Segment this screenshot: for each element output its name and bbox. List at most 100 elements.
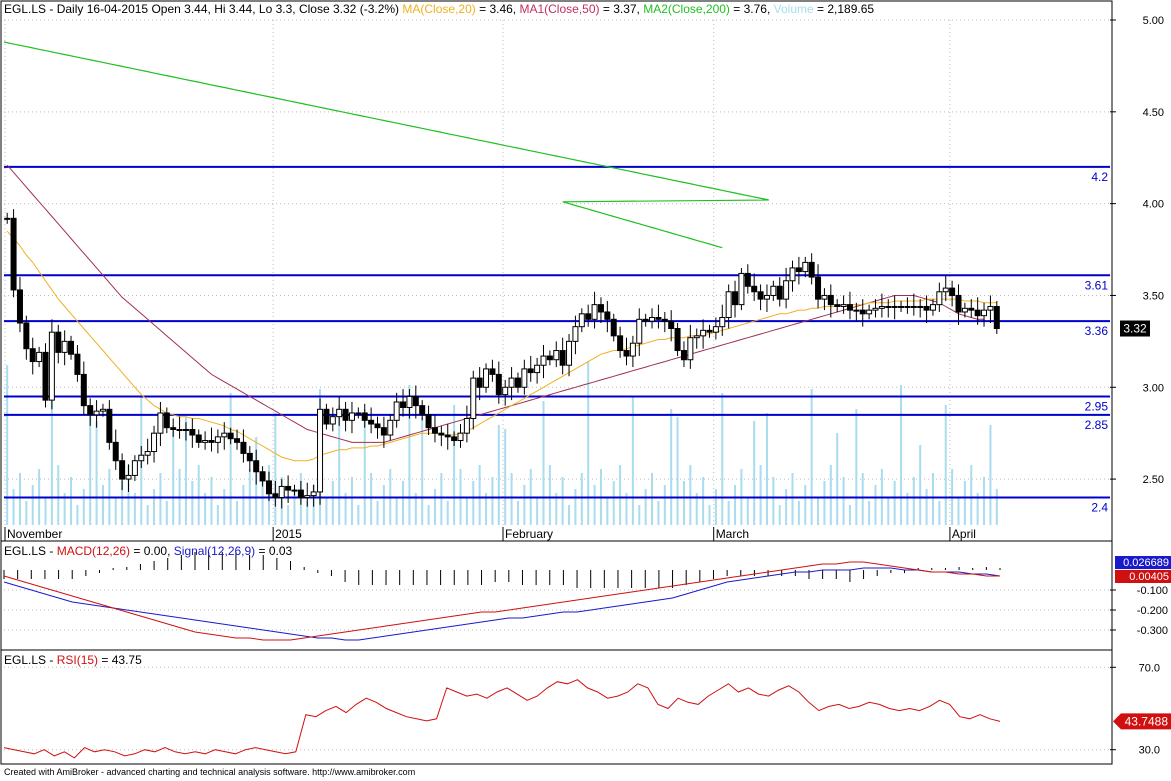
volume-bar	[261, 481, 264, 525]
volume-bar	[229, 393, 232, 525]
rsi-label: RSI(15)	[57, 653, 98, 667]
candle-body	[253, 460, 260, 473]
volume-bar	[663, 485, 666, 525]
candle-body	[483, 368, 490, 388]
candle-body	[936, 291, 943, 306]
candle-body	[846, 304, 853, 311]
volume-bar	[976, 493, 979, 525]
volume-bar	[772, 477, 775, 525]
volume-bar	[44, 497, 47, 525]
candle-body	[617, 335, 624, 352]
level-label: 2.4	[1091, 500, 1108, 514]
candle-body	[10, 217, 17, 291]
candle-body	[885, 305, 892, 308]
rsi-symbol: EGL.LS	[4, 653, 46, 667]
rsi-axis: 70.0 30.0 43.7488	[1110, 662, 1171, 757]
volume-bar	[63, 493, 66, 525]
candle-body	[419, 405, 426, 416]
volume-bar	[191, 481, 194, 525]
candle-body	[304, 495, 311, 498]
volume-bar	[165, 501, 168, 525]
ma50-line	[6, 164, 984, 443]
candle-body	[170, 427, 177, 431]
candle-body	[546, 355, 553, 361]
volume-bar	[868, 501, 871, 525]
candle-body	[572, 326, 579, 342]
header-period: Daily	[57, 2, 84, 16]
volume-bar	[555, 493, 558, 525]
candle-body	[827, 294, 834, 306]
candle-body	[993, 305, 1000, 330]
candle-body	[802, 261, 809, 273]
candle-body	[23, 322, 30, 350]
candle-body	[125, 474, 132, 480]
candle-body	[68, 340, 75, 355]
volume-bar	[523, 485, 526, 525]
price-tick-label: 5.00	[1143, 15, 1164, 27]
volume-bar	[925, 489, 928, 525]
candle-body	[987, 305, 994, 311]
volume-bar	[89, 413, 92, 525]
ma20-line	[6, 230, 997, 462]
candle-body	[706, 329, 713, 333]
candle-body	[106, 408, 113, 443]
candle-body	[425, 414, 432, 429]
volume-bar	[12, 489, 15, 525]
candle-body	[93, 410, 100, 416]
candle-body	[661, 318, 668, 322]
volume-bar	[101, 485, 104, 525]
volume-bar	[153, 489, 156, 525]
macd-line	[3, 567, 1001, 641]
volume-bar	[344, 493, 347, 525]
candle-body	[961, 307, 968, 313]
candle-body	[476, 377, 483, 388]
macd-value-badge	[1115, 556, 1171, 569]
candle-body	[227, 432, 234, 440]
volume-bar	[306, 501, 309, 525]
candle-body	[693, 335, 700, 339]
candle-body	[949, 287, 956, 296]
volume-bar	[433, 489, 436, 525]
header-symbol: EGL.LS	[4, 2, 46, 16]
volume-bar	[861, 473, 864, 525]
header-date: 16-04-2015	[87, 2, 149, 16]
volume-bar	[906, 493, 909, 525]
candle-body	[738, 272, 745, 306]
volume-bar	[938, 501, 941, 525]
price-tick-label: 3.00	[1143, 382, 1164, 394]
volume-bar	[274, 413, 277, 525]
candle-body	[929, 304, 936, 311]
macd-histogram	[3, 552, 1001, 588]
price-tick-label: 2.50	[1143, 474, 1164, 486]
date-axis: November 2015 February March April	[4, 527, 976, 541]
level-label: 3.36	[1085, 324, 1109, 338]
volume-bar	[848, 505, 851, 525]
rsi-badge-label: 43.7488	[1125, 714, 1169, 728]
candle-body	[4, 217, 11, 220]
volume-bar	[746, 497, 749, 525]
volume-bar	[446, 501, 449, 525]
low-value: 3.3	[276, 2, 293, 16]
candle-body	[144, 451, 151, 456]
date-tick-label: November	[7, 527, 62, 541]
volume-bar	[497, 425, 500, 525]
volume-bar	[804, 485, 807, 525]
volume-bar	[395, 497, 398, 525]
price-tick-label: 3.50	[1143, 290, 1164, 302]
volume-bar	[580, 473, 583, 525]
candle-body	[668, 320, 675, 330]
candle-body	[834, 304, 841, 307]
volume-bar	[504, 429, 507, 525]
candle-body	[323, 408, 330, 425]
candle-body	[974, 309, 981, 317]
candle-body	[770, 285, 777, 296]
volume-bar	[670, 409, 673, 525]
candle-body	[361, 412, 368, 421]
volume-bar	[612, 481, 615, 525]
open-value: 3.44	[184, 2, 208, 16]
ma200-value: 3.76	[744, 2, 768, 16]
candle-body	[87, 405, 94, 416]
volume-bar	[453, 405, 456, 525]
candle-body	[368, 419, 375, 425]
